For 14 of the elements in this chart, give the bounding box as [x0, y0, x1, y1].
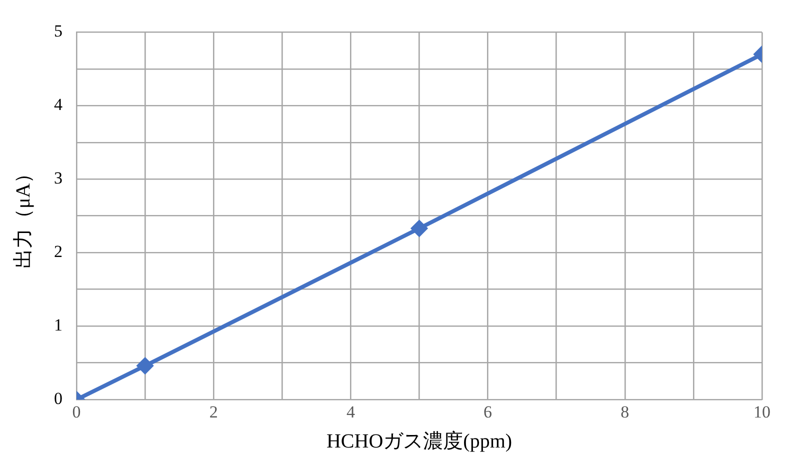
y-tick-label: 4 [54, 95, 63, 114]
y-tick-label: 1 [54, 316, 62, 335]
x-tick-label: 4 [346, 402, 356, 422]
y-tick-label: 5 [54, 22, 62, 41]
y-axis-title: 出力（μA） [12, 163, 34, 268]
x-tick-label: 8 [620, 402, 630, 422]
y-tick-label: 0 [54, 389, 62, 408]
x-tick-label: 0 [72, 402, 81, 422]
x-tick-label: 2 [209, 402, 218, 422]
y-tick-label: 3 [54, 168, 62, 188]
y-tick-label: 2 [54, 242, 62, 262]
x-tick-label: 6 [484, 402, 492, 422]
x-axis-title: HCHOガス濃度(ppm) [326, 430, 512, 452]
x-tick-label: 10 [754, 402, 770, 422]
